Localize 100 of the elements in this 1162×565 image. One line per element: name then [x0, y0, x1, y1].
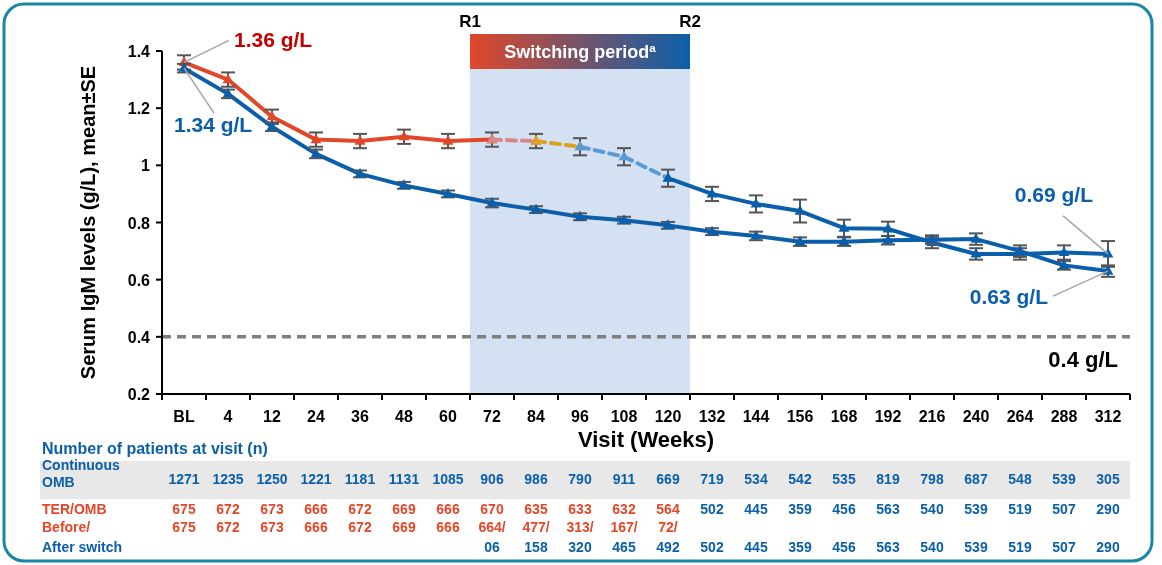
category-label: Continuous OMB [42, 457, 120, 490]
point [750, 197, 762, 208]
text: 1085 [432, 471, 464, 487]
text: 534 [744, 471, 768, 487]
y-tick-label: 0.6 [127, 271, 151, 289]
x-tick-label: 264 [1006, 408, 1034, 425]
x-tick-label: 4 [223, 408, 233, 425]
text: 986 [524, 471, 548, 487]
text: 320 [568, 539, 592, 555]
text: 632 [612, 501, 636, 517]
text: 519 [1008, 539, 1032, 555]
point [882, 222, 894, 233]
text: 664/ [478, 519, 506, 535]
x-tick-label: 24 [307, 408, 325, 425]
text: 564 [656, 501, 680, 517]
point [398, 130, 410, 141]
text: 542 [788, 471, 812, 487]
y-tick-label: 1.2 [127, 100, 151, 118]
y-tick-label: 0.8 [127, 214, 151, 232]
text: 535 [832, 471, 856, 487]
text: 563 [876, 539, 900, 555]
text: 502 [700, 539, 724, 555]
text: 670 [480, 501, 504, 517]
text: 359 [788, 501, 812, 517]
text: 540 [920, 539, 944, 555]
text: 167/ [610, 519, 638, 535]
text: 687 [964, 471, 988, 487]
text: 666 [304, 519, 328, 535]
annotation: 1.34 g/L [174, 113, 253, 137]
point [354, 135, 366, 145]
text: 673 [260, 501, 284, 517]
x-tick-label: BL [173, 408, 195, 425]
point [706, 187, 718, 198]
y-tick-label: 1.4 [127, 43, 151, 60]
text: 798 [920, 471, 944, 487]
text: 313/ [566, 519, 594, 535]
text: 790 [568, 471, 592, 487]
x-tick-label: 216 [918, 408, 946, 425]
point [442, 135, 454, 145]
text: 563 [876, 501, 900, 517]
x-tick-label: 156 [786, 408, 814, 425]
text: 359 [788, 539, 812, 555]
point [794, 205, 806, 215]
y-tick-label: 1 [141, 157, 151, 175]
text: 633 [568, 501, 592, 517]
text: 507 [1052, 539, 1076, 555]
text: 666 [436, 519, 460, 535]
text: 1131 [388, 471, 420, 487]
text: 290 [1096, 501, 1120, 517]
text: 445 [744, 501, 768, 517]
x-tick-label: 36 [351, 408, 369, 425]
text: 635 [524, 501, 548, 517]
text: 465 [612, 539, 636, 555]
text: 672 [216, 501, 240, 517]
text: 675 [172, 501, 196, 517]
x-tick-label: 132 [698, 408, 726, 425]
text: 445 [744, 539, 768, 555]
category-label: TER/OMB [42, 501, 107, 517]
text: 477/ [522, 519, 550, 535]
text: 507 [1052, 501, 1076, 517]
text: 548 [1008, 471, 1032, 487]
text: 1250 [256, 471, 288, 487]
text: 540 [920, 501, 944, 517]
text: 1181 [344, 471, 376, 487]
text: 819 [876, 471, 900, 487]
y-tick-label: 0.2 [127, 386, 151, 403]
y-tick-label: 0.4 [127, 328, 151, 346]
x-tick-label: 288 [1050, 408, 1078, 425]
y-axis-title: Serum IgM levels (g/L), mean±SE [77, 65, 99, 380]
text: 906 [480, 471, 504, 487]
text: 456 [832, 501, 856, 517]
text: 305 [1096, 471, 1120, 487]
text: 519 [1008, 501, 1032, 517]
point [1102, 247, 1114, 258]
x-tick-label: 240 [962, 408, 990, 425]
text: 492 [656, 539, 680, 555]
text: 456 [832, 539, 856, 555]
text: 06 [484, 539, 500, 555]
text: 158 [524, 539, 548, 555]
x-tick-label: 12 [263, 408, 281, 425]
text: 539 [964, 539, 988, 555]
x-tick-label: 168 [830, 408, 858, 425]
text: 539 [964, 501, 988, 517]
x-tick-label: 192 [874, 408, 902, 425]
text: 911 [612, 471, 636, 487]
text: 672 [348, 519, 372, 535]
x-tick-label: 120 [654, 408, 682, 425]
annotation: 0.69 g/L [1014, 182, 1094, 206]
x-tick-label: 144 [742, 408, 770, 425]
text: 1271 [168, 471, 200, 487]
x-tick-label: 108 [610, 408, 638, 425]
text: 673 [260, 519, 284, 535]
text: 669 [392, 519, 416, 535]
category-label: After switch [42, 539, 123, 555]
text: Number of patients at visit (n) [42, 440, 268, 457]
x-tick-label: 312 [1094, 408, 1122, 425]
x-tick-label: 96 [571, 408, 589, 425]
text: 290 [1096, 539, 1120, 555]
text: 1235 [212, 471, 244, 487]
text: 669 [656, 471, 680, 487]
